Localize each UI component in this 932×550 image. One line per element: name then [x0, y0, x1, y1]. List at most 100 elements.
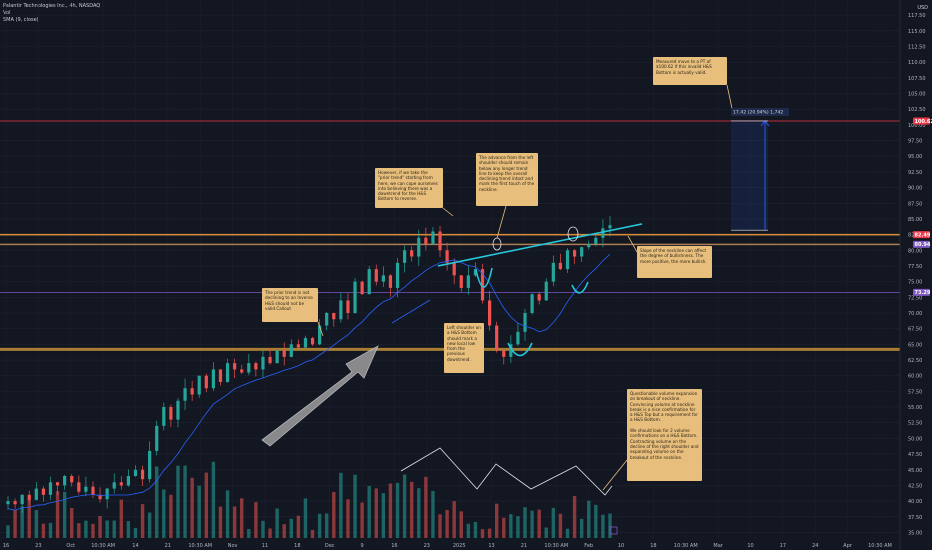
volume-bar [516, 516, 520, 538]
head-arc [507, 342, 533, 357]
candle-body [63, 476, 67, 486]
price-axis[interactable]: 117.50 115.00 112.50 110.00 107.50 105.00 102.… [899, 0, 932, 550]
volume-bar [537, 509, 541, 538]
volume-bar [183, 465, 187, 538]
candle-body [240, 369, 244, 373]
volume-bar [176, 465, 180, 538]
y-tick-label: 70.00 [908, 311, 922, 317]
y-tick-label: 65.00 [908, 342, 922, 348]
candle-body [594, 237, 598, 245]
candle-body [268, 356, 272, 364]
y-tick-label: 55.00 [908, 405, 922, 411]
candle-body [495, 325, 499, 351]
volume-bar [254, 502, 258, 538]
x-tick-label: 24 [812, 543, 818, 549]
candle-body [84, 486, 88, 492]
trend-line [391, 299, 431, 324]
volume-legend[interactable]: Vol [3, 10, 11, 16]
candle-body [140, 469, 145, 480]
callout-pointer [317, 321, 324, 337]
candle-body [112, 482, 116, 489]
volume-bar [601, 514, 605, 538]
candle-body [197, 375, 201, 395]
candle-body [133, 469, 138, 477]
candle-body [148, 450, 152, 480]
price-tag-bg [913, 240, 930, 248]
volume-bar [6, 525, 10, 538]
candle-body [77, 482, 81, 492]
last-bar-marker [609, 526, 618, 535]
volume-bar [119, 499, 124, 538]
callout-advance[interactable]: The advance from the left shoulder shoul… [476, 153, 538, 206]
y-tick-label: 85.00 [908, 217, 922, 223]
callout-neckline-slope[interactable]: Slope of the neckline can affect the deg… [637, 246, 712, 278]
candle-body [211, 369, 215, 389]
candle-body [509, 344, 513, 357]
volume-bar [509, 514, 513, 538]
volume-bar [551, 507, 556, 538]
y-tick-label: 57.50 [908, 389, 922, 395]
y-tick-label: 112.50 [908, 44, 926, 50]
x-tick-label: 16 [3, 543, 9, 549]
y-tick-label: 102.50 [908, 107, 926, 113]
candle-body [169, 407, 173, 420]
volume-bar [77, 523, 81, 538]
candle-body [473, 269, 478, 276]
y-tick-label: 50.00 [908, 436, 922, 442]
volume-bar [480, 529, 485, 538]
candle-body [20, 494, 24, 505]
x-tick-label: 13 [488, 543, 494, 549]
volume-bar [98, 515, 102, 538]
callout-volume[interactable]: Questionable volume expansion on breakou… [627, 389, 702, 481]
level-band-upper [0, 233, 900, 236]
y-tick-label: 80.00 [908, 248, 922, 254]
sma-line [7, 254, 611, 511]
volume-bar [247, 529, 251, 538]
candle-body [587, 244, 591, 248]
y-tick-label: 40.00 [908, 499, 922, 505]
candle-body [218, 369, 223, 382]
x-tick-label: 23 [35, 543, 41, 549]
volume-bar [346, 499, 350, 538]
volume-bar [544, 527, 548, 538]
x-tick-label: Nov [228, 543, 238, 549]
measure-label: 17.42 (20.94%) 1,742 [733, 109, 783, 115]
callout-prior-trend[interactable]: The prior trend is not declining to an I… [262, 288, 318, 322]
candle-body [502, 350, 506, 357]
candle-body [261, 356, 265, 370]
candle-body [488, 300, 492, 326]
neckline-touch-2 [567, 226, 579, 242]
volume-bar [48, 522, 53, 538]
volume-bar [190, 477, 194, 538]
volume-bar [374, 488, 378, 538]
time-axis[interactable]: 16 23 Oct 10:30 AM 14 21 10:30 AM Nov 11 18 Dec 9 16… [3, 543, 892, 549]
price-tag-bg [913, 288, 930, 296]
y-tick-label: 92.50 [908, 170, 922, 176]
sma-legend[interactable]: SMA (9, close) [3, 17, 39, 23]
candle-body [551, 262, 555, 282]
chart-header: Palantir Technologies Inc., 4h, NASDAQ V… [3, 3, 100, 24]
volume-bar [282, 524, 286, 538]
currency-label[interactable]: USD [917, 5, 928, 11]
candle-body [296, 344, 300, 348]
candle-body [558, 262, 563, 270]
callout-left-shoulder[interactable]: Left shoulder on a H&S Bottom should mar… [444, 323, 484, 373]
volume-bar [133, 528, 138, 538]
symbol-title[interactable]: Palantir Technologies Inc., 4h, NASDAQ [3, 3, 101, 9]
volume-bar [197, 485, 201, 538]
candle-body [544, 281, 548, 301]
x-tick-label: 10:30 AM [868, 543, 892, 549]
callout-measured-move[interactable]: Measured move to a PT of $100.62 if this… [653, 57, 727, 85]
volume-bar [367, 485, 371, 538]
candle-body [275, 350, 279, 364]
y-tick-label: 117.50 [908, 13, 926, 19]
callout-however[interactable]: However, if we take the "prior trend" st… [375, 168, 443, 208]
candle-body [601, 228, 605, 238]
volume-bar [572, 495, 577, 538]
candle-body [183, 388, 187, 401]
volume-bar [289, 518, 293, 538]
y-tick-label: 67.50 [908, 327, 922, 333]
candle-body [310, 338, 315, 345]
y-tick-label: 110.00 [908, 60, 926, 66]
